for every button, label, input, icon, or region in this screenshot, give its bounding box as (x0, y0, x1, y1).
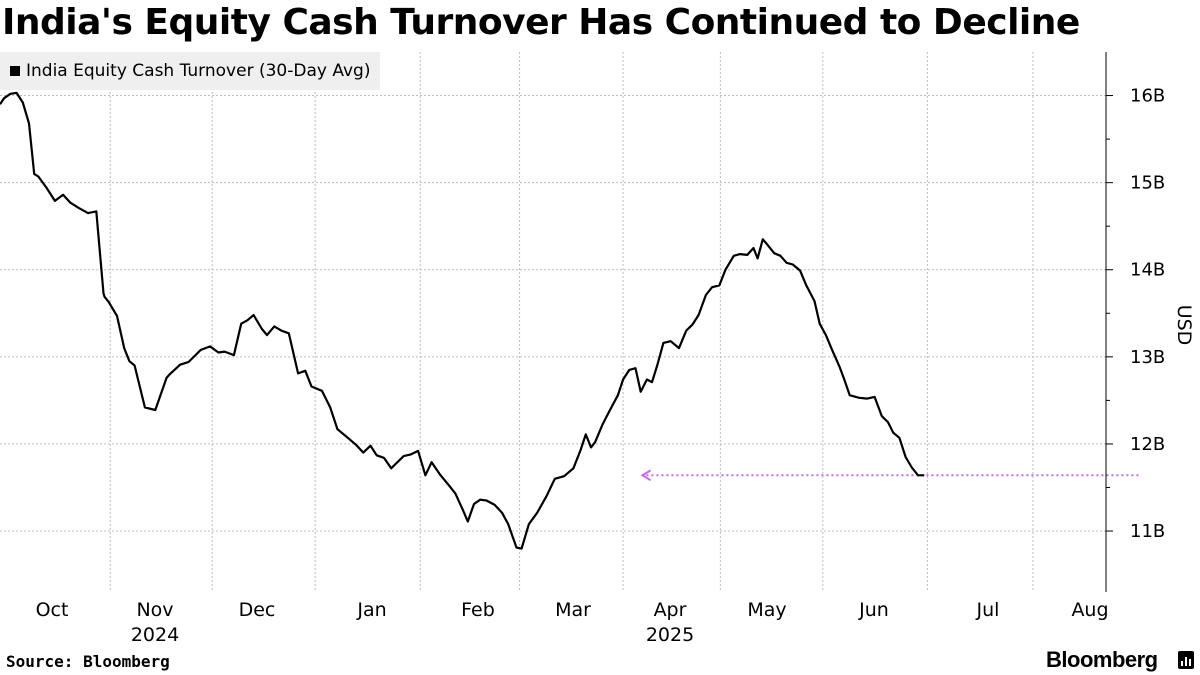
legend-swatch (10, 66, 20, 76)
y-tick-label: 16B (1130, 86, 1165, 107)
x-tick-label: Jul (976, 599, 1000, 621)
gridlines (0, 52, 1106, 592)
x-year-label: 2025 (646, 624, 694, 646)
y-tick-label: 13B (1130, 347, 1165, 368)
y-tick-label: 14B (1130, 260, 1165, 281)
y-tick-label: 15B (1130, 173, 1165, 194)
x-tick-label: May (747, 599, 786, 621)
x-tick-label: Feb (461, 599, 495, 621)
annotation-arrowhead (640, 469, 652, 482)
y-axis: 11B 12B 13B 14B 15B 16B USD (1105, 52, 1195, 592)
bloomberg-terminal-icon (1178, 651, 1194, 669)
x-tick-label: Nov (136, 599, 173, 621)
source-note: Source: Bloomberg (6, 652, 170, 671)
x-tick-label: Oct (36, 599, 69, 621)
x-tick-label: Dec (239, 599, 276, 621)
y-tick-label: 11B (1130, 521, 1165, 542)
x-year-label: 2024 (131, 624, 179, 646)
x-tick-label: Apr (654, 599, 687, 621)
x-axis: Oct Nov Dec Jan Feb Mar Apr May Jun Jul Aug 2024 202… (36, 599, 1109, 646)
y-axis-label: USD (1173, 305, 1195, 346)
legend: India Equity Cash Turnover (30-Day Avg) (0, 52, 380, 90)
x-tick-label: Aug (1071, 599, 1108, 621)
x-tick-label: Jun (858, 599, 889, 621)
series-layer (0, 91, 925, 550)
chart-title: India's Equity Cash Turnover Has Continu… (2, 2, 1080, 43)
x-tick-label: Jan (356, 599, 386, 621)
x-tick-label: Mar (555, 599, 591, 621)
series-line (0, 91, 925, 550)
legend-label: India Equity Cash Turnover (30-Day Avg) (26, 61, 371, 81)
annotation-arrow (640, 469, 1139, 482)
y-tick-label: 12B (1130, 434, 1165, 455)
bloomberg-logo: Bloomberg (1046, 647, 1158, 672)
